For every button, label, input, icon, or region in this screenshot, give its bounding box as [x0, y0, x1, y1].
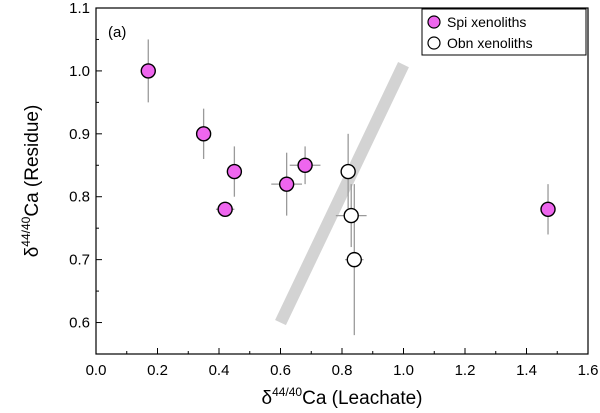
y-tick-label: 0.6: [69, 315, 90, 332]
x-axis-title: δ44/40Ca (Leachate): [261, 385, 422, 409]
x-axis-title-text: Ca (Leachate): [302, 388, 422, 409]
data-point-spi: [278, 176, 295, 192]
error-bars: [147, 39, 549, 336]
data-point-spi: [217, 201, 233, 218]
y-tick-label: 0.9: [69, 126, 90, 143]
data-point-spi: [297, 157, 313, 173]
legend-marker-obn: [427, 36, 441, 50]
legend-label-spi: Spi xenoliths: [447, 14, 526, 30]
x-tick-label: 1.2: [455, 362, 476, 379]
legend-box: [421, 8, 587, 56]
data-point-obn: [340, 163, 356, 180]
x-tick-label: 0.6: [270, 362, 291, 379]
x-axis-title-delta: δ: [261, 388, 272, 409]
data-point-spi: [226, 163, 243, 180]
legend-marker-spi: [427, 15, 441, 29]
legend: Spi xenoliths Obn xenoliths: [421, 8, 587, 56]
data-point-spi: [140, 63, 156, 79]
y-axis-title-delta: δ: [22, 247, 43, 258]
y-axis-title-superscript: 44/40: [19, 216, 33, 246]
trend-band-layer: [275, 62, 409, 326]
data-point-spi: [195, 126, 212, 142]
data-point-spi: [540, 201, 556, 218]
y-tick-label: 0.7: [69, 252, 90, 269]
legend-label-obn: Obn xenoliths: [447, 35, 533, 51]
x-tick-label: 0.0: [86, 362, 107, 379]
x-tick-label: 0.2: [147, 362, 168, 379]
x-tick-label: 0.4: [209, 362, 230, 379]
y-axis-title-text: Ca (Residue): [22, 105, 43, 217]
x-tick-label: 0.8: [332, 362, 353, 379]
x-axis-title-superscript: 44/40: [272, 385, 302, 399]
axis-ticks: 0.0 0.2 0.4 0.6 0.8 1.0 1.2 1.4 1.6 0.6 0.7 0.8 0.9 1…: [69, 0, 598, 379]
y-axis-title: δ44/40Ca (Residue): [19, 105, 43, 258]
data-point-obn: [343, 207, 359, 224]
data-point-obn: [346, 251, 362, 268]
y-tick-label: 0.8: [69, 189, 90, 206]
panel-label: (a): [108, 24, 126, 41]
data-points: [140, 63, 556, 268]
y-tick-label: 1.1: [69, 0, 90, 17]
x-tick-label: 1.6: [578, 362, 599, 379]
trend-band: [275, 62, 409, 326]
y-tick-label: 1.0: [69, 63, 90, 80]
x-tick-label: 1.4: [516, 362, 537, 379]
x-tick-label: 1.0: [393, 362, 414, 379]
